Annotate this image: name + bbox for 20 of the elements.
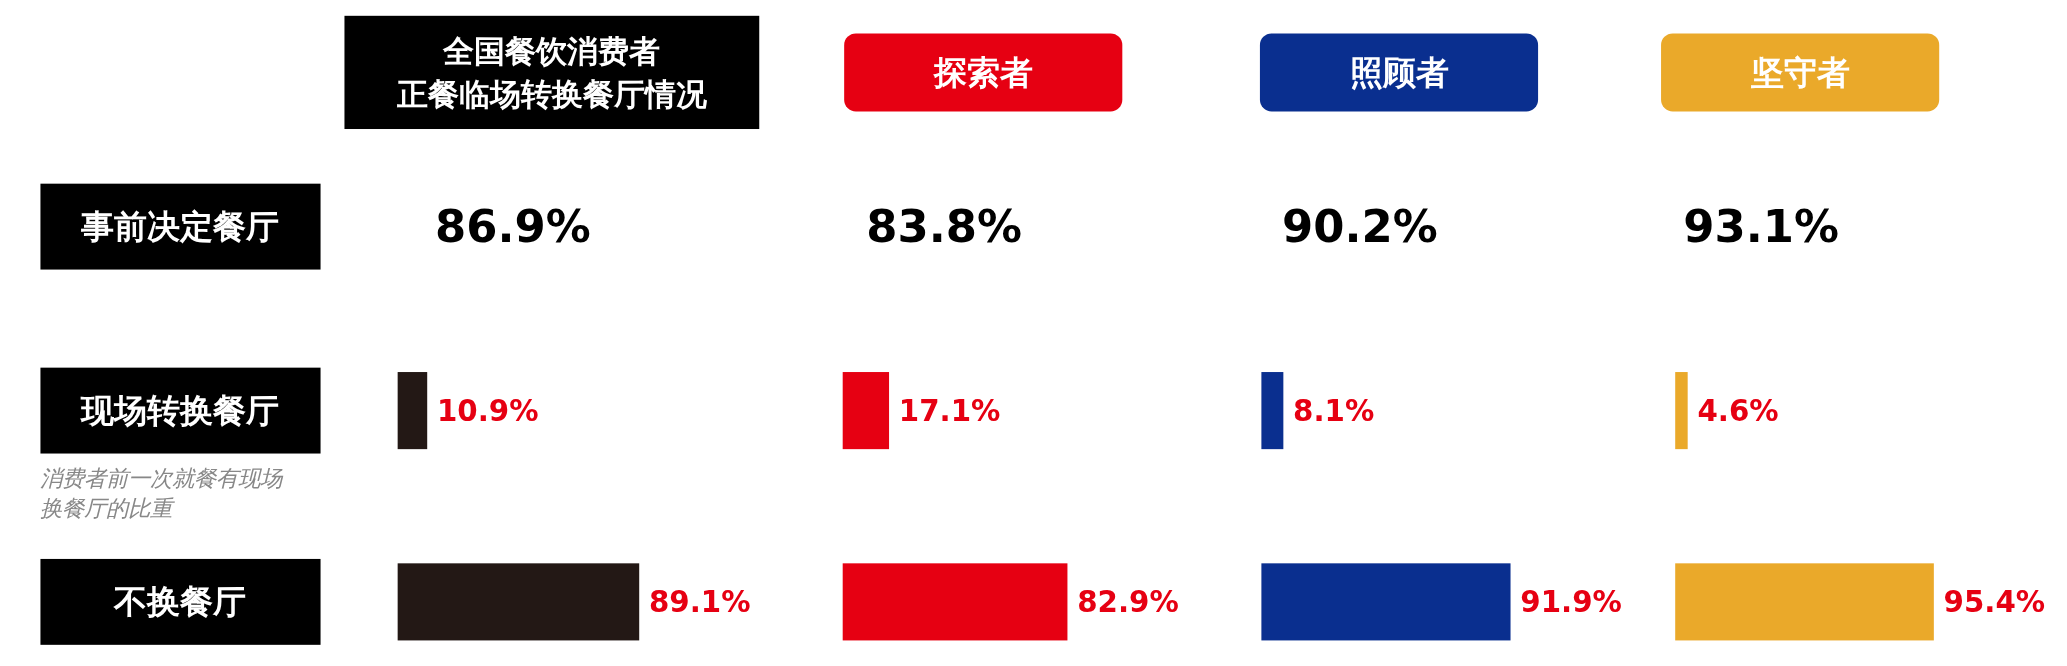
data-label: 86.9% (434, 200, 591, 254)
data-label: 83.8% (866, 200, 1023, 254)
data-label: 90.2% (1282, 200, 1438, 254)
category-label: 全国餐饮消费者正餐临场转换餐厅情况 (395, 32, 708, 112)
category-label: 坚守者 (1749, 52, 1850, 92)
category-label: 探索者 (932, 52, 1033, 92)
data-label: 10.9% (436, 393, 539, 428)
y-tick-label: 现场转换餐厅 (80, 391, 280, 431)
data-label: 89.1% (648, 584, 751, 619)
text: 消费者前一次就餐有现场换餐厅的比重 (40, 465, 285, 521)
category-label: 照顾者 (1349, 52, 1449, 92)
data-label: 8.1% (1293, 393, 1375, 428)
data-label: 95.4% (1943, 584, 2046, 619)
y-tick-label: 不换餐厅 (113, 582, 247, 622)
data-label: 82.9% (1077, 584, 1179, 619)
data-label: 4.6% (1697, 393, 1779, 428)
data-label: 91.9% (1520, 584, 1622, 619)
data-label: 17.1% (898, 393, 1001, 428)
data-label: 93.1% (1683, 200, 1839, 254)
text: 事前决定餐厅 (80, 207, 280, 247)
